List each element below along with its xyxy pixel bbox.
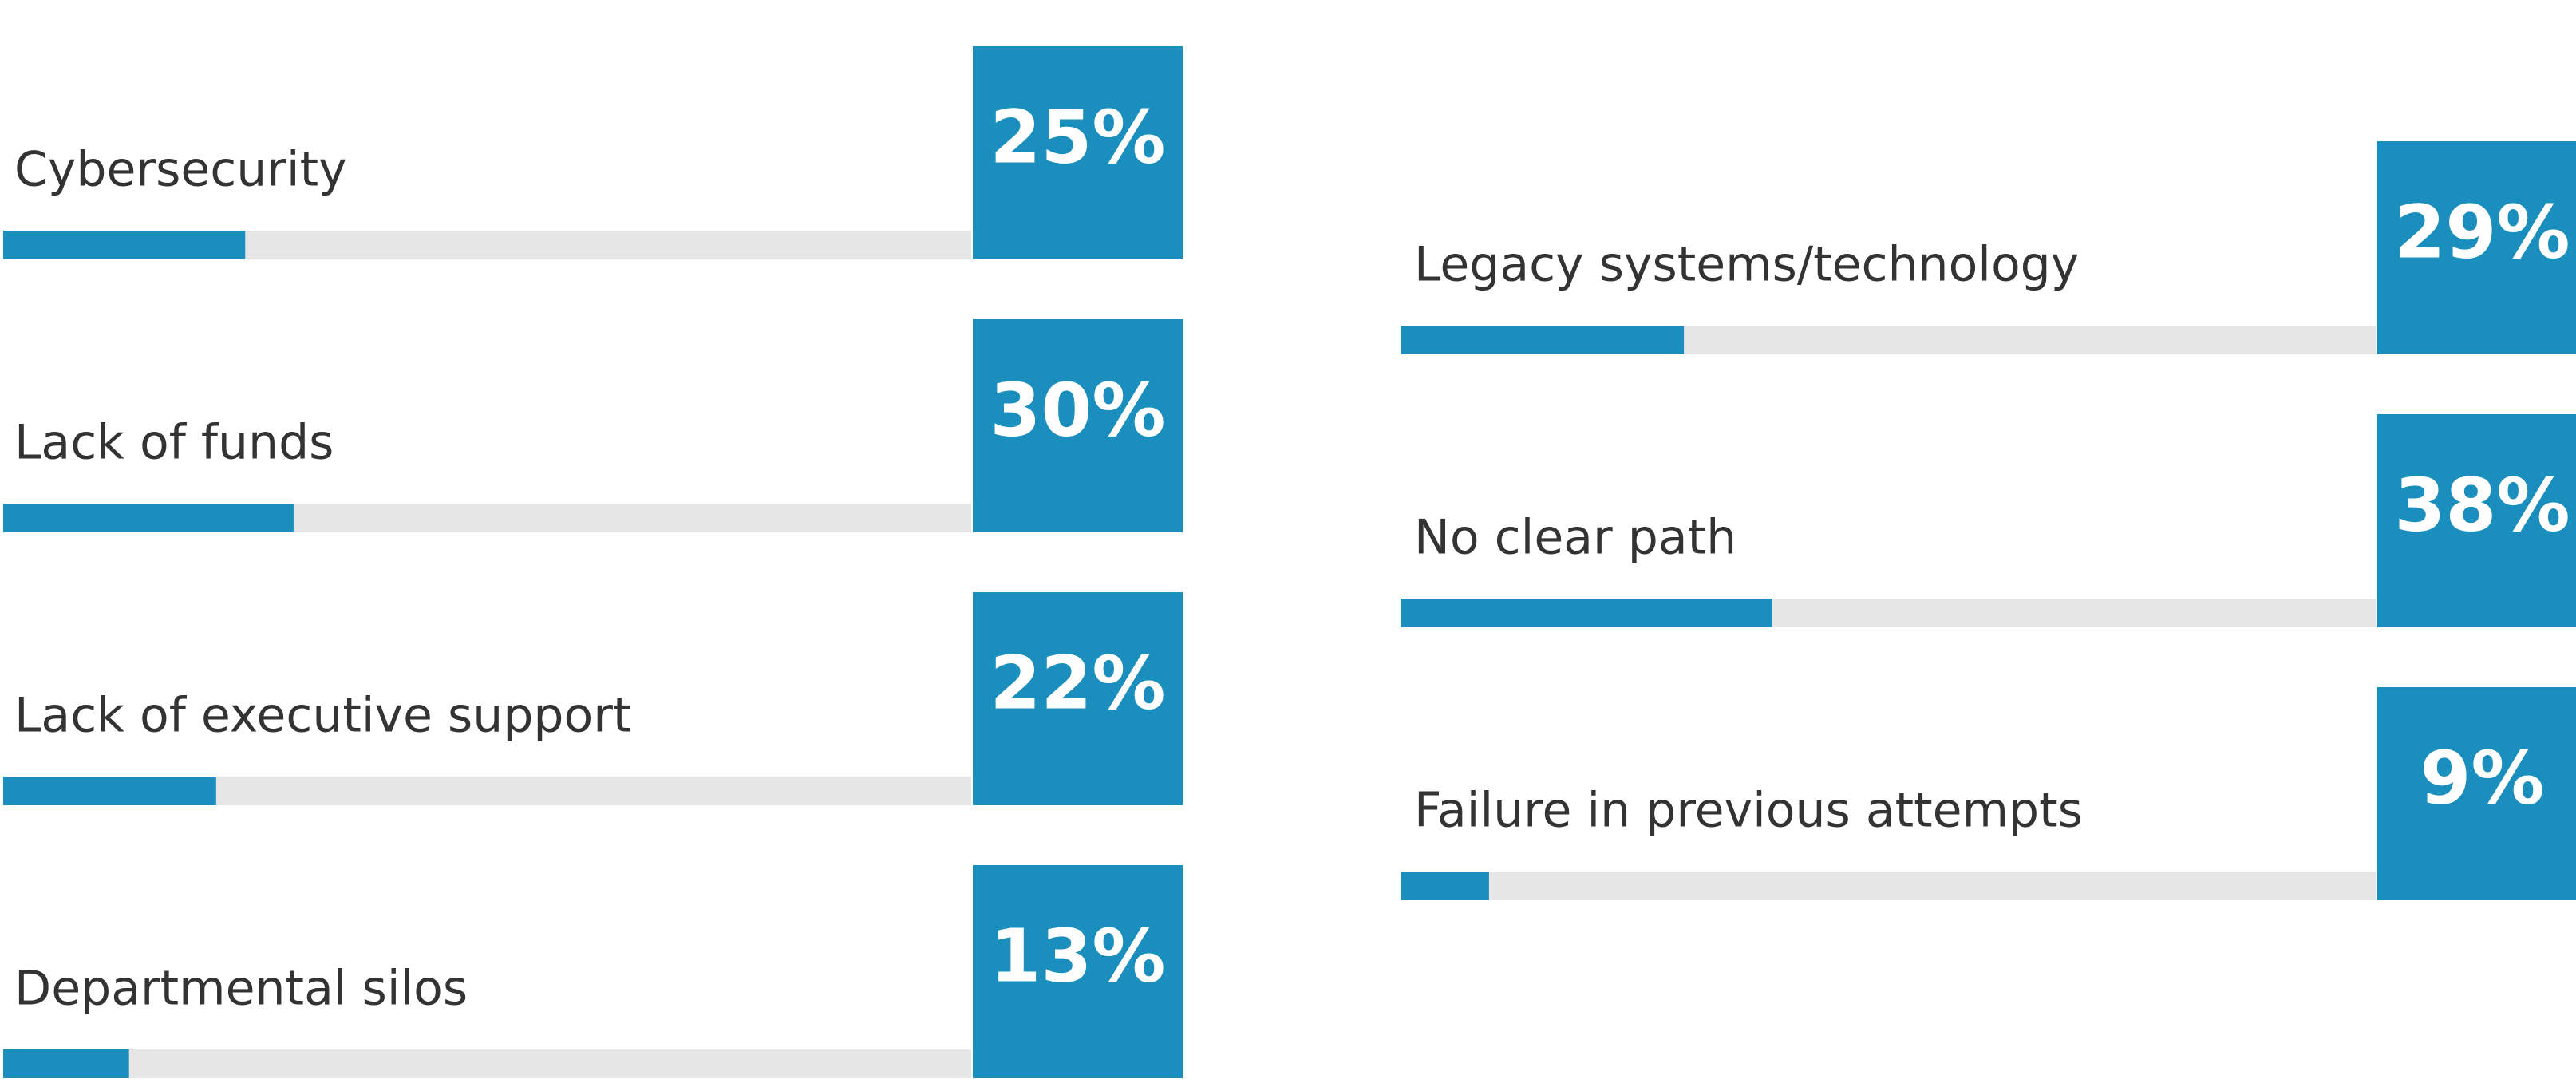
value-box bbox=[973, 319, 1183, 532]
bar bbox=[1401, 872, 1489, 900]
bar bbox=[3, 1049, 129, 1078]
category-label: Legacy systems/technology bbox=[1414, 237, 2079, 293]
value-box bbox=[973, 865, 1183, 1078]
value-box bbox=[2377, 414, 2576, 627]
bar bbox=[1401, 599, 1772, 627]
value-label: 25% bbox=[990, 94, 1165, 180]
category-label: Failure in previous attempts bbox=[1414, 783, 2083, 839]
bar bbox=[3, 504, 294, 532]
value-label: 29% bbox=[2394, 189, 2570, 275]
value-label: 30% bbox=[990, 367, 1165, 453]
bar bbox=[3, 777, 216, 805]
track bbox=[1401, 872, 2376, 900]
value-label: 9% bbox=[2420, 735, 2544, 820]
bar bbox=[1401, 326, 1685, 354]
value-label: 38% bbox=[2394, 462, 2570, 547]
value-box bbox=[2377, 687, 2576, 900]
value-box bbox=[973, 46, 1183, 259]
category-label: No clear path bbox=[1414, 510, 1736, 566]
category-label: Departmental silos bbox=[14, 961, 468, 1017]
value-label: 13% bbox=[990, 913, 1165, 998]
value-box bbox=[973, 592, 1183, 805]
category-label: Lack of funds bbox=[14, 415, 334, 471]
value-label: 22% bbox=[990, 640, 1165, 725]
category-label: Cybersecurity bbox=[14, 142, 347, 198]
category-label: Lack of executive support bbox=[14, 688, 631, 744]
value-box bbox=[2377, 141, 2576, 354]
bar bbox=[3, 231, 246, 259]
track bbox=[3, 1049, 971, 1078]
